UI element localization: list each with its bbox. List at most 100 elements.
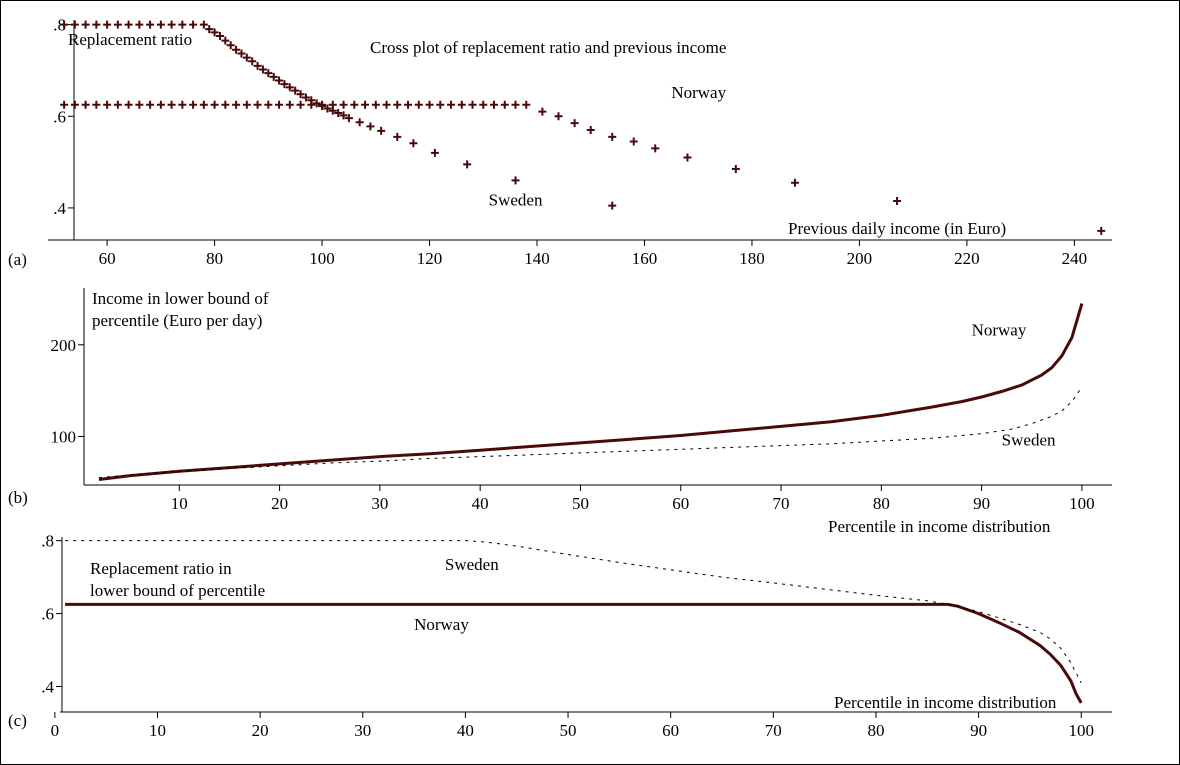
x-tick-label: 90	[970, 721, 987, 740]
point-norway	[608, 132, 617, 141]
panel-c: Replacement ratio in lower bound of perce…	[8, 532, 1112, 740]
point-sweden	[307, 96, 316, 105]
point-norway	[135, 100, 144, 109]
x-tick-label: 60	[672, 494, 689, 513]
annotation-norway-b: Norway	[972, 321, 1027, 340]
y-tick-label: .6	[53, 107, 66, 126]
point-norway	[189, 100, 198, 109]
point-norway	[178, 100, 187, 109]
x-tick-label: 40	[457, 721, 474, 740]
point-norway	[436, 100, 445, 109]
point-sweden	[328, 106, 337, 115]
point-norway	[81, 100, 90, 109]
panel-b: Income in lower bound of percentile (Euro…	[8, 288, 1112, 536]
point-sweden	[199, 20, 208, 29]
panel-b-ylabel: Income in lower bound of percentile (Euro…	[92, 289, 269, 330]
point-norway	[790, 178, 799, 187]
point-sweden	[339, 111, 348, 120]
x-tick-label: 50	[572, 494, 589, 513]
y-tick-label: .8	[41, 532, 54, 551]
point-norway	[339, 100, 348, 109]
point-sweden	[135, 20, 144, 29]
x-tick-label: 70	[765, 721, 782, 740]
point-sweden	[167, 20, 176, 29]
panel-c-ylabel: Replacement ratio in lower bound of perce…	[90, 559, 265, 600]
point-sweden	[242, 53, 251, 62]
point-sweden	[205, 25, 214, 34]
point-sweden	[232, 45, 241, 54]
panel-c-label: (c)	[8, 711, 27, 730]
point-sweden	[70, 20, 79, 29]
x-tick-label: 30	[354, 721, 371, 740]
panel-c-marks	[65, 540, 1083, 704]
point-sweden	[226, 41, 235, 50]
x-tick-label: 80	[206, 249, 223, 268]
point-sweden	[323, 104, 332, 113]
x-tick-label: 20	[252, 721, 269, 740]
point-sweden	[393, 132, 402, 141]
y-tick-label: 100	[51, 427, 77, 446]
point-norway	[382, 100, 391, 109]
point-sweden	[124, 20, 133, 29]
annotation-sweden-b: Sweden	[1002, 431, 1056, 450]
point-norway	[253, 100, 262, 109]
series-line-norway	[65, 602, 1083, 704]
point-sweden	[291, 86, 300, 95]
point-sweden	[430, 148, 439, 157]
x-tick-label: 80	[873, 494, 890, 513]
point-sweden	[221, 36, 230, 45]
point-sweden	[377, 126, 386, 135]
point-sweden	[60, 20, 69, 29]
point-sweden	[296, 90, 305, 99]
panel-b-label: (b)	[8, 488, 28, 507]
point-norway	[468, 100, 477, 109]
point-sweden	[334, 109, 343, 118]
point-sweden	[237, 49, 246, 58]
point-sweden	[285, 83, 294, 92]
x-tick-label: 40	[472, 494, 489, 513]
x-tick-label: 140	[524, 249, 550, 268]
ylabel-line: lower bound of percentile	[90, 581, 265, 600]
point-norway	[242, 100, 251, 109]
point-norway	[60, 100, 69, 109]
panel-a-axes: 60 80 100 120 140 160 180 200 220 240 .4 .6 .8	[48, 16, 1112, 268]
series-line-norway	[98, 303, 1084, 481]
point-norway	[893, 197, 902, 206]
point-sweden	[463, 160, 472, 169]
point-norway	[1097, 226, 1106, 235]
point-sweden	[253, 61, 262, 70]
panel-c-axes: 0 10 20 30 40 50 60 70 80 90 100 .4 .6 .8	[41, 532, 1112, 740]
series-line-sweden	[98, 386, 1083, 479]
point-norway	[586, 126, 595, 134]
x-tick-label: 70	[773, 494, 790, 513]
point-norway	[70, 100, 79, 109]
point-norway	[490, 100, 499, 109]
point-sweden	[146, 20, 155, 29]
point-norway	[103, 100, 112, 109]
point-norway	[167, 100, 176, 109]
point-norway	[457, 100, 466, 109]
panel-b-xlabel: Percentile in income distribution	[828, 517, 1051, 536]
x-tick-label: 100	[309, 249, 335, 268]
x-tick-label: 100	[1069, 494, 1095, 513]
point-norway	[264, 100, 273, 109]
point-sweden	[366, 122, 375, 131]
y-tick-label: .4	[41, 677, 54, 696]
x-tick-label: 50	[560, 721, 577, 740]
point-norway	[146, 100, 155, 109]
x-tick-label: 20	[271, 494, 288, 513]
point-norway	[285, 100, 294, 109]
point-norway	[651, 144, 660, 153]
point-sweden	[269, 72, 278, 81]
point-sweden	[511, 176, 520, 185]
point-norway	[199, 100, 208, 109]
point-norway	[511, 100, 520, 109]
point-sweden	[409, 139, 418, 148]
point-norway	[221, 100, 230, 109]
point-sweden	[210, 28, 219, 37]
point-sweden	[318, 102, 327, 111]
x-tick-label: 180	[739, 249, 765, 268]
point-norway	[425, 100, 434, 109]
